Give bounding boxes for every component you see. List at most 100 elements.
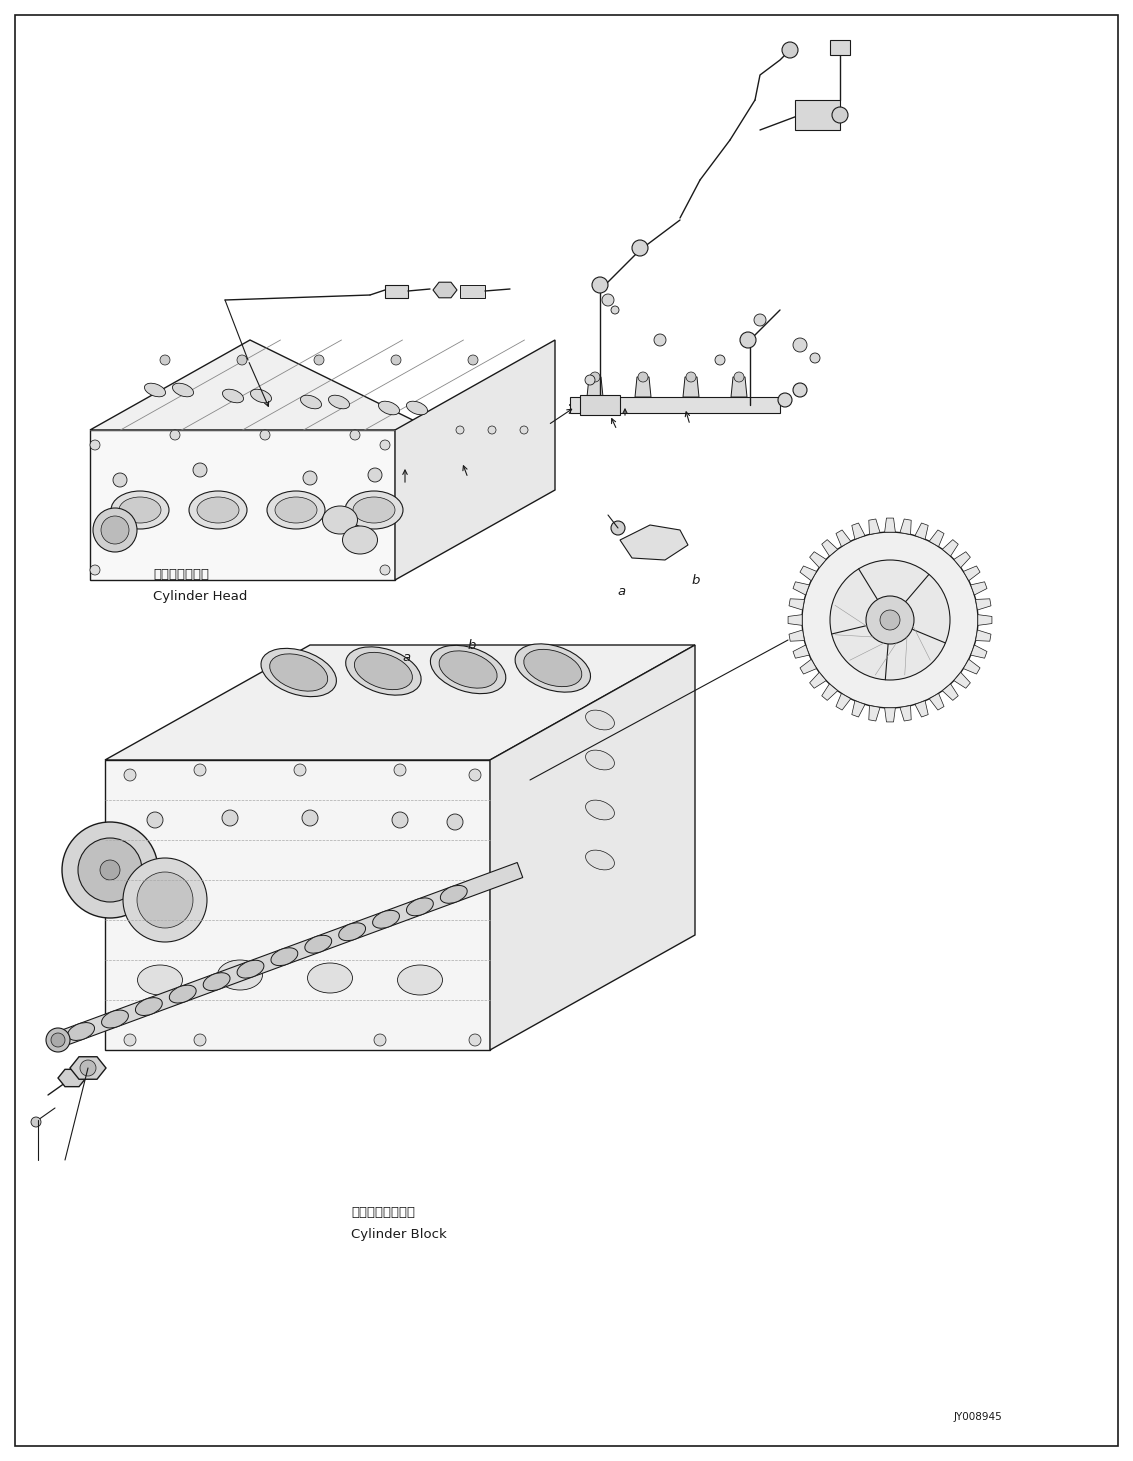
- Circle shape: [90, 440, 100, 450]
- Circle shape: [802, 532, 978, 709]
- Ellipse shape: [431, 646, 505, 694]
- Polygon shape: [634, 377, 651, 397]
- Circle shape: [392, 812, 408, 828]
- Polygon shape: [789, 615, 802, 625]
- Polygon shape: [821, 539, 837, 557]
- Circle shape: [123, 858, 207, 942]
- Circle shape: [734, 373, 744, 381]
- Ellipse shape: [203, 973, 230, 991]
- Circle shape: [469, 1034, 482, 1046]
- Text: シリンダヘッド: シリンダヘッド: [153, 568, 208, 580]
- Polygon shape: [869, 519, 880, 535]
- Circle shape: [778, 393, 792, 408]
- Polygon shape: [58, 1069, 86, 1087]
- Circle shape: [880, 611, 900, 630]
- Circle shape: [137, 872, 193, 928]
- Polygon shape: [90, 340, 555, 489]
- Ellipse shape: [169, 985, 196, 1004]
- Polygon shape: [976, 630, 991, 641]
- Polygon shape: [460, 285, 485, 298]
- Polygon shape: [963, 565, 980, 580]
- Ellipse shape: [189, 491, 247, 529]
- Polygon shape: [56, 862, 522, 1048]
- Ellipse shape: [586, 801, 614, 820]
- Polygon shape: [885, 519, 895, 532]
- Ellipse shape: [218, 960, 263, 991]
- Circle shape: [593, 278, 608, 294]
- Polygon shape: [971, 581, 987, 595]
- Ellipse shape: [373, 910, 400, 928]
- Text: a: a: [617, 586, 625, 598]
- Ellipse shape: [342, 526, 377, 554]
- Polygon shape: [70, 1056, 107, 1080]
- Polygon shape: [915, 523, 928, 539]
- Circle shape: [832, 107, 847, 123]
- Ellipse shape: [102, 1010, 128, 1029]
- Circle shape: [314, 355, 324, 365]
- Ellipse shape: [346, 647, 421, 695]
- Polygon shape: [683, 377, 699, 397]
- Polygon shape: [570, 397, 780, 413]
- Circle shape: [100, 861, 120, 880]
- Circle shape: [194, 764, 206, 776]
- Polygon shape: [869, 706, 880, 722]
- Polygon shape: [800, 659, 817, 674]
- Polygon shape: [971, 644, 987, 659]
- Ellipse shape: [305, 935, 332, 953]
- Circle shape: [391, 355, 401, 365]
- Circle shape: [31, 1118, 41, 1126]
- Circle shape: [46, 1029, 70, 1052]
- Ellipse shape: [586, 749, 614, 770]
- Polygon shape: [954, 552, 970, 568]
- Circle shape: [80, 1061, 96, 1075]
- Circle shape: [237, 355, 247, 365]
- Circle shape: [793, 337, 807, 352]
- Circle shape: [90, 565, 100, 576]
- Polygon shape: [830, 39, 850, 56]
- Ellipse shape: [222, 389, 244, 403]
- Circle shape: [394, 764, 406, 776]
- Polygon shape: [795, 99, 840, 130]
- Polygon shape: [800, 565, 817, 580]
- Circle shape: [293, 764, 306, 776]
- Ellipse shape: [119, 497, 161, 523]
- Ellipse shape: [145, 383, 165, 397]
- Circle shape: [51, 1033, 65, 1048]
- Circle shape: [685, 373, 696, 381]
- Polygon shape: [105, 644, 695, 760]
- Circle shape: [455, 427, 465, 434]
- Circle shape: [469, 768, 482, 782]
- Circle shape: [810, 354, 820, 362]
- Ellipse shape: [271, 948, 298, 966]
- Polygon shape: [385, 285, 408, 298]
- Ellipse shape: [440, 650, 497, 688]
- Circle shape: [793, 383, 807, 397]
- Ellipse shape: [323, 506, 358, 535]
- Circle shape: [374, 1034, 386, 1046]
- Polygon shape: [105, 760, 489, 1050]
- Circle shape: [147, 812, 163, 828]
- Circle shape: [866, 596, 914, 644]
- Circle shape: [590, 373, 600, 381]
- Polygon shape: [900, 706, 911, 722]
- Polygon shape: [810, 552, 826, 568]
- Text: b: b: [691, 574, 699, 586]
- Text: a: a: [402, 652, 410, 663]
- Polygon shape: [789, 599, 804, 611]
- Circle shape: [488, 427, 496, 434]
- Ellipse shape: [407, 899, 433, 916]
- Ellipse shape: [111, 491, 169, 529]
- Circle shape: [638, 373, 648, 381]
- Ellipse shape: [329, 396, 350, 409]
- Circle shape: [753, 314, 766, 326]
- Circle shape: [740, 332, 756, 348]
- Polygon shape: [943, 684, 959, 700]
- Polygon shape: [836, 694, 851, 710]
- Text: シリンダブロック: シリンダブロック: [351, 1207, 415, 1218]
- Polygon shape: [821, 684, 837, 700]
- Ellipse shape: [307, 963, 352, 993]
- Circle shape: [380, 440, 390, 450]
- Circle shape: [654, 335, 666, 346]
- Circle shape: [93, 508, 137, 552]
- Polygon shape: [836, 530, 851, 546]
